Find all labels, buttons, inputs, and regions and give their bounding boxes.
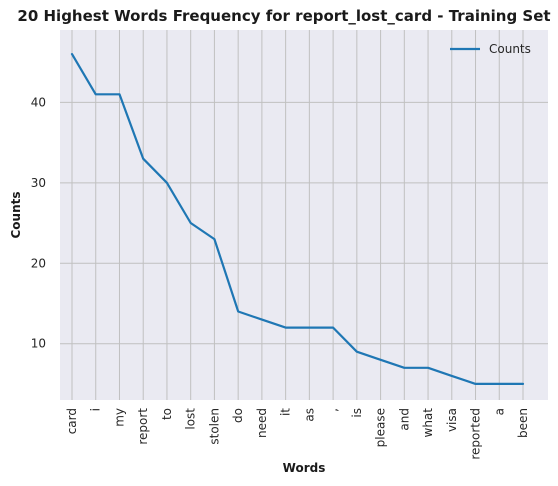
x-tick-label: to <box>160 408 174 420</box>
x-tick-label: card <box>65 408 79 434</box>
x-tick-label: report <box>136 408 150 445</box>
x-tick-label: stolen <box>207 408 221 445</box>
x-tick-label: i <box>89 408 103 411</box>
x-tick-label: as <box>302 408 316 422</box>
series-layer <box>70 52 525 385</box>
x-tick-label: , <box>326 408 340 412</box>
x-axis-ticks: card i my report to lost stolen do need it as, is pl… <box>65 408 530 460</box>
plot-area <box>60 30 548 400</box>
x-axis-label: Words <box>283 461 326 475</box>
y-axis-ticks: 10 20 30 40 <box>31 95 46 350</box>
x-tick-label: do <box>231 408 245 423</box>
chart-title: 20 Highest Words Frequency for report_lo… <box>17 7 550 25</box>
y-tick-label: 30 <box>31 176 46 190</box>
legend-label: Counts <box>489 42 531 56</box>
x-tick-label: what <box>421 408 435 438</box>
x-tick-label: lost <box>184 408 198 430</box>
x-tick-label: reported <box>469 408 483 460</box>
x-tick-label: please <box>374 408 388 447</box>
grid-lines <box>60 30 548 400</box>
y-tick-label: 10 <box>31 337 46 351</box>
x-tick-label: is <box>350 408 364 418</box>
x-tick-label: and <box>397 408 411 431</box>
series-line-counts <box>70 52 525 385</box>
x-tick-label: been <box>516 408 530 438</box>
x-tick-label: visa <box>445 408 459 432</box>
x-tick-label: need <box>255 408 269 438</box>
x-tick-label: it <box>279 408 293 416</box>
x-tick-label: a <box>492 408 506 415</box>
y-tick-label: 40 <box>31 95 46 109</box>
x-tick-label: my <box>112 408 126 427</box>
y-axis-label: Counts <box>9 191 23 238</box>
y-tick-label: 20 <box>31 256 46 270</box>
legend: Counts <box>450 42 531 56</box>
